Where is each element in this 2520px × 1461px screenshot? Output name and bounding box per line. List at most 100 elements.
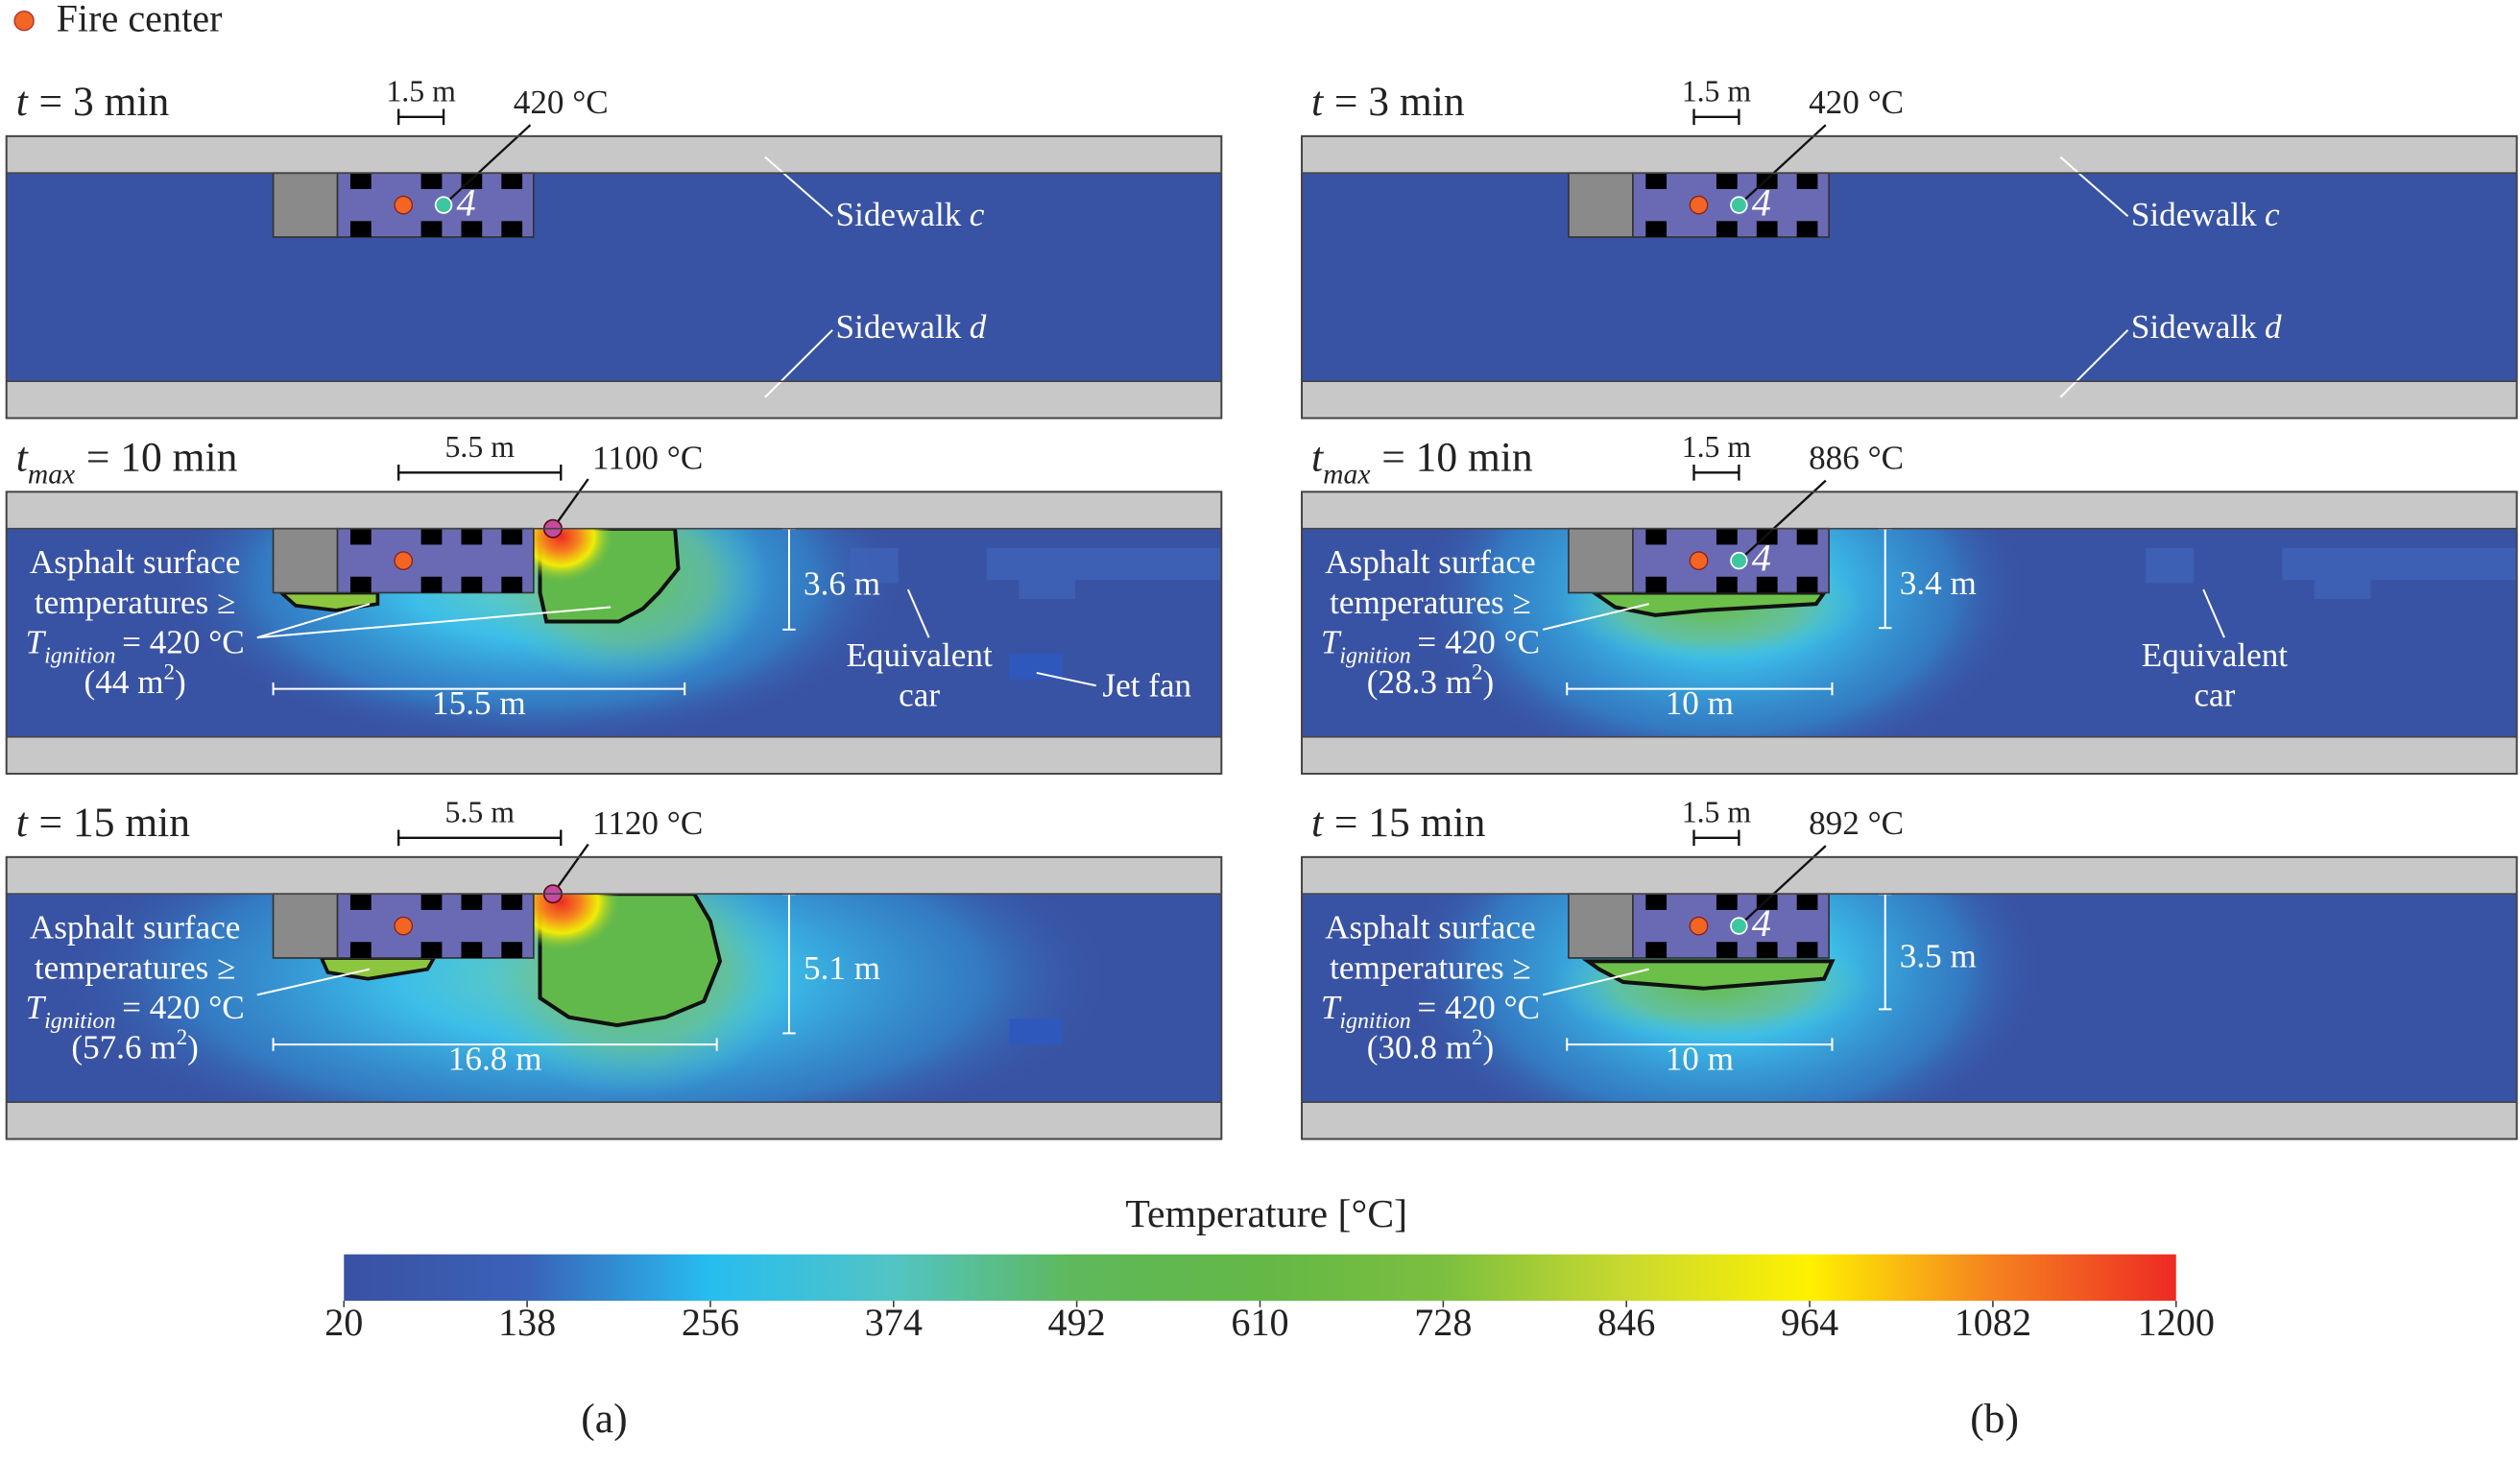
scale-label: 1.5 m	[1682, 430, 1752, 464]
text-part: Equivalent	[2142, 636, 2289, 674]
text-part: 5.1 m	[804, 949, 880, 987]
height-label: 3.4 m	[1900, 564, 1977, 602]
wheel	[1645, 528, 1668, 545]
fire-center	[394, 195, 414, 215]
leader-line	[443, 124, 532, 206]
wheel	[1645, 942, 1668, 958]
text-part: 2	[164, 659, 175, 683]
car-front	[272, 527, 339, 594]
leader-line	[551, 478, 589, 530]
asphalt-label: (57.6 m2)	[71, 1025, 198, 1066]
car-front	[272, 172, 339, 238]
text-part: t	[16, 79, 29, 125]
wheel	[349, 942, 372, 958]
leader-line	[256, 968, 371, 996]
colorbar-tick-label: 20	[324, 1301, 363, 1344]
height-label: 5.1 m	[804, 949, 880, 987]
text-part: T	[1321, 989, 1342, 1026]
wheel	[1716, 173, 1738, 189]
text-part: )	[1482, 663, 1494, 701]
text-part: Sidewalk	[836, 308, 962, 346]
leader-line	[1738, 124, 1827, 206]
max-temperature: 1100 °C	[592, 440, 703, 477]
text-part: 4	[1752, 181, 1771, 225]
wheel	[1796, 528, 1818, 545]
asphalt-label: (44 m2)	[84, 659, 186, 701]
sensor-label: 4	[1752, 537, 1771, 580]
text-part: d	[2265, 308, 2282, 346]
wheel	[1645, 894, 1668, 910]
text-part: (44 m	[84, 663, 164, 701]
leader-line	[1542, 968, 1649, 996]
time-label: t = 15 min	[16, 800, 191, 846]
wheel	[1796, 173, 1818, 189]
text-part: 3.5 m	[1900, 938, 1977, 975]
text-part: ignition	[44, 644, 115, 669]
max-temperature: 420 °C	[1809, 84, 1904, 121]
text-part: (57.6 m	[71, 1029, 176, 1066]
sensor-label: 4	[1752, 181, 1771, 225]
colorbar-tick-label: 964	[1781, 1301, 1838, 1344]
text-part: Asphalt surface	[1325, 909, 1536, 946]
wheel	[1756, 221, 1778, 237]
wheel	[420, 173, 443, 189]
text-part: ignition	[1339, 1010, 1410, 1035]
text-part: = 420 °C	[1417, 989, 1540, 1026]
frame-border	[1301, 134, 2518, 419]
text-part: t	[1311, 79, 1324, 125]
time-label: t = 15 min	[1311, 800, 1486, 846]
wheel	[461, 894, 483, 910]
text-part: Sidewalk	[2131, 308, 2257, 346]
fire-center	[394, 916, 414, 936]
text-part: 1.5 m	[1682, 796, 1752, 829]
width-label: 10 m	[1666, 684, 1734, 722]
wheel	[1756, 576, 1778, 593]
car-label: car	[2194, 677, 2235, 714]
leader-line	[2059, 329, 2129, 398]
asphalt-label: (28.3 m2)	[1367, 659, 1494, 701]
text-part: )	[187, 1029, 199, 1066]
wheel	[461, 942, 483, 958]
fire-center	[394, 551, 414, 570]
legend-label: Fire center	[57, 0, 223, 40]
max-temperature: 1120 °C	[592, 804, 703, 842]
text-part: 1120 °C	[592, 804, 703, 842]
width-label: 10 m	[1666, 1041, 1734, 1078]
height-label: 3.6 m	[804, 565, 880, 603]
text-part: Sidewalk	[836, 196, 962, 233]
text-part: t	[1311, 800, 1324, 846]
leader-line	[2202, 588, 2225, 638]
leader-line	[1738, 845, 1827, 927]
text-part: )	[175, 663, 186, 701]
text-part: = 420 °C	[122, 989, 245, 1026]
wheel	[1645, 576, 1668, 593]
wheel	[501, 942, 523, 958]
asphalt-label: Tignition = 420 °C	[1321, 624, 1540, 669]
colorbar-tick-label: 492	[1048, 1301, 1106, 1344]
colorbar-tick-label: 256	[682, 1301, 739, 1344]
panel-label: (a)	[581, 1396, 627, 1442]
wheel	[1716, 576, 1738, 593]
text-part: 1.5 m	[1682, 430, 1752, 464]
leader-line	[764, 329, 833, 398]
sidewalk-label: Sidewalk c	[2131, 196, 2280, 233]
frame-border	[1301, 491, 2518, 776]
car-front	[272, 893, 339, 959]
asphalt-label: temperatures ≥	[1330, 948, 1531, 986]
sensor-label: 4	[1752, 902, 1771, 946]
frame-border	[1301, 855, 2518, 1140]
wheel	[501, 528, 523, 545]
wheel	[420, 942, 443, 958]
leader-line	[2059, 156, 2129, 218]
scale-label: 5.5 m	[445, 430, 516, 464]
car-label: Equivalent	[2142, 636, 2289, 674]
text-part: 2	[1472, 659, 1482, 683]
wheel	[1716, 894, 1738, 910]
colorbar-tick-label: 1082	[1955, 1301, 2031, 1344]
text-part: 1.5 m	[1682, 75, 1752, 108]
text-part: ignition	[1339, 644, 1410, 669]
sidewalk	[6, 135, 1222, 174]
equivalent-car-patch	[986, 547, 1222, 581]
fire-center	[1689, 916, 1709, 936]
